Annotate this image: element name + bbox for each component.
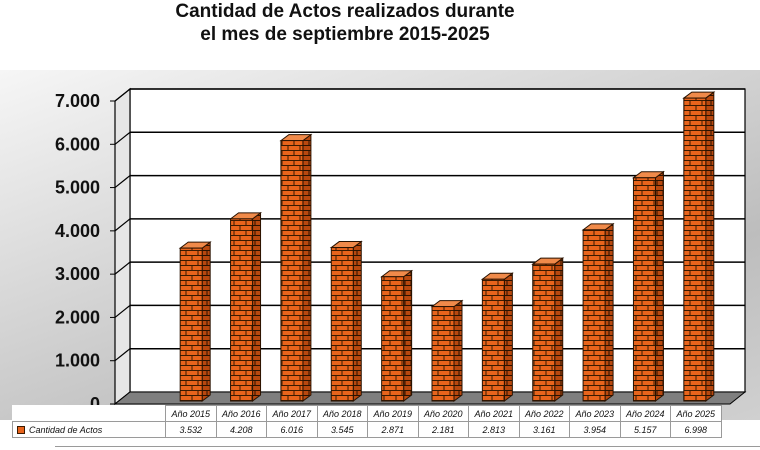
data-table-category-cell: Año 2023 <box>569 405 621 422</box>
y-tick-label: 0 <box>90 394 100 405</box>
data-table-value-cell: 3.954 <box>569 421 621 438</box>
bar-front <box>230 218 254 402</box>
bar-side <box>705 91 715 402</box>
data-table-category-cell: Año 2025 <box>670 405 722 422</box>
bar <box>631 170 665 402</box>
y-tick-label: 7.000 <box>55 91 100 111</box>
data-table-category-cell: Año 2017 <box>266 405 318 422</box>
y-tick-label: 3.000 <box>55 264 100 284</box>
bar-front <box>330 247 354 402</box>
bar-front <box>431 306 455 402</box>
bar-front <box>381 276 405 402</box>
gridline-side <box>114 175 131 189</box>
data-table-category-cell: Año 2018 <box>316 405 368 422</box>
data-table-category-cell: Año 2015 <box>165 405 217 422</box>
chart-title: Cantidad de Actos realizados durante el … <box>0 0 690 46</box>
bar-side <box>503 272 513 402</box>
data-table-header-row: Año 2015 Año 2016 Año 2017 Año 2018 Año 2019… <box>13 405 722 422</box>
data-table-value-cell: 6.016 <box>266 421 318 438</box>
bar <box>229 211 263 403</box>
bar-chart: 0 1.000 2.000 3.000 4.000 5.000 6.000 7.000 <box>55 87 747 405</box>
data-table-value-cell: 2.813 <box>468 421 520 438</box>
legend-entry: Cantidad de Actos <box>12 421 166 438</box>
data-table-category-cell: Año 2021 <box>468 405 520 422</box>
bar-front <box>683 97 707 402</box>
bar-front <box>280 140 304 402</box>
data-table-category-cell: Año 2019 <box>367 405 419 422</box>
gridline-side <box>114 88 131 102</box>
bar <box>480 272 514 402</box>
chart-title-line-2: el mes de septiembre 2015-2025 <box>200 24 490 45</box>
data-table: Año 2015 Año 2016 Año 2017 Año 2018 Año 2019… <box>12 405 722 438</box>
bar-side <box>403 269 413 402</box>
bar-front <box>481 278 505 402</box>
bar <box>581 222 615 402</box>
data-table-value-cell: 5.157 <box>619 421 671 438</box>
data-table-value-cell: 4.208 <box>215 421 267 438</box>
bar <box>380 269 414 402</box>
y-tick-label: 4.000 <box>55 221 100 241</box>
bar <box>178 241 212 402</box>
data-table-corner <box>13 406 166 422</box>
legend-key-icon <box>17 426 25 435</box>
gridline-side <box>114 348 131 362</box>
bar-front <box>582 229 606 402</box>
bar <box>329 240 363 402</box>
data-table-value-cell: 3.532 <box>165 421 217 438</box>
y-tick-label: 2.000 <box>55 307 100 327</box>
bar <box>279 133 313 402</box>
plot-side-wall <box>114 87 131 405</box>
y-tick-label: 1.000 <box>55 351 100 371</box>
bar-series <box>178 91 716 403</box>
y-tick-label: 5.000 <box>55 178 100 198</box>
bar-front <box>532 263 556 402</box>
legend-label: Cantidad de Actos <box>29 424 103 435</box>
gridline-side <box>114 131 131 145</box>
bar-side <box>604 222 614 402</box>
bar-side <box>352 240 362 402</box>
gridline-side <box>114 218 131 232</box>
bar <box>682 91 716 402</box>
bar-side <box>201 241 211 402</box>
data-table-value-row: Cantidad de Actos 3.532 4.208 6.016 3.545 2.… <box>12 421 722 438</box>
bar-side <box>654 170 664 402</box>
gridline-side <box>114 261 131 275</box>
bar <box>531 257 565 402</box>
y-tick-label: 6.000 <box>55 134 100 154</box>
data-table-value-cell: 3.161 <box>518 421 570 438</box>
y-axis-ticks: 0 1.000 2.000 3.000 4.000 5.000 6.000 7.000 <box>55 91 115 405</box>
data-table-category-cell: Año 2024 <box>619 405 671 422</box>
bottom-divider <box>55 446 760 447</box>
data-table-value-cell: 6.998 <box>670 421 722 438</box>
bar-front <box>632 177 656 402</box>
bar <box>430 299 464 402</box>
data-table-value-cell: 3.545 <box>316 421 368 438</box>
data-table-value-cell: 2.871 <box>367 421 419 438</box>
bar-side <box>453 299 463 402</box>
bar-side <box>554 257 564 402</box>
gridline-side <box>114 304 131 318</box>
chart-title-line-1: Cantidad de Actos realizados durante <box>175 1 515 22</box>
data-table-value-cell: 2.181 <box>417 421 469 438</box>
bar-front <box>179 247 203 402</box>
bar-side <box>302 133 312 402</box>
bar-side <box>252 211 262 403</box>
data-table-category-cell: Año 2022 <box>518 405 570 422</box>
data-table-category-cell: Año 2016 <box>215 405 267 422</box>
data-table-category-cell: Año 2020 <box>417 405 469 422</box>
